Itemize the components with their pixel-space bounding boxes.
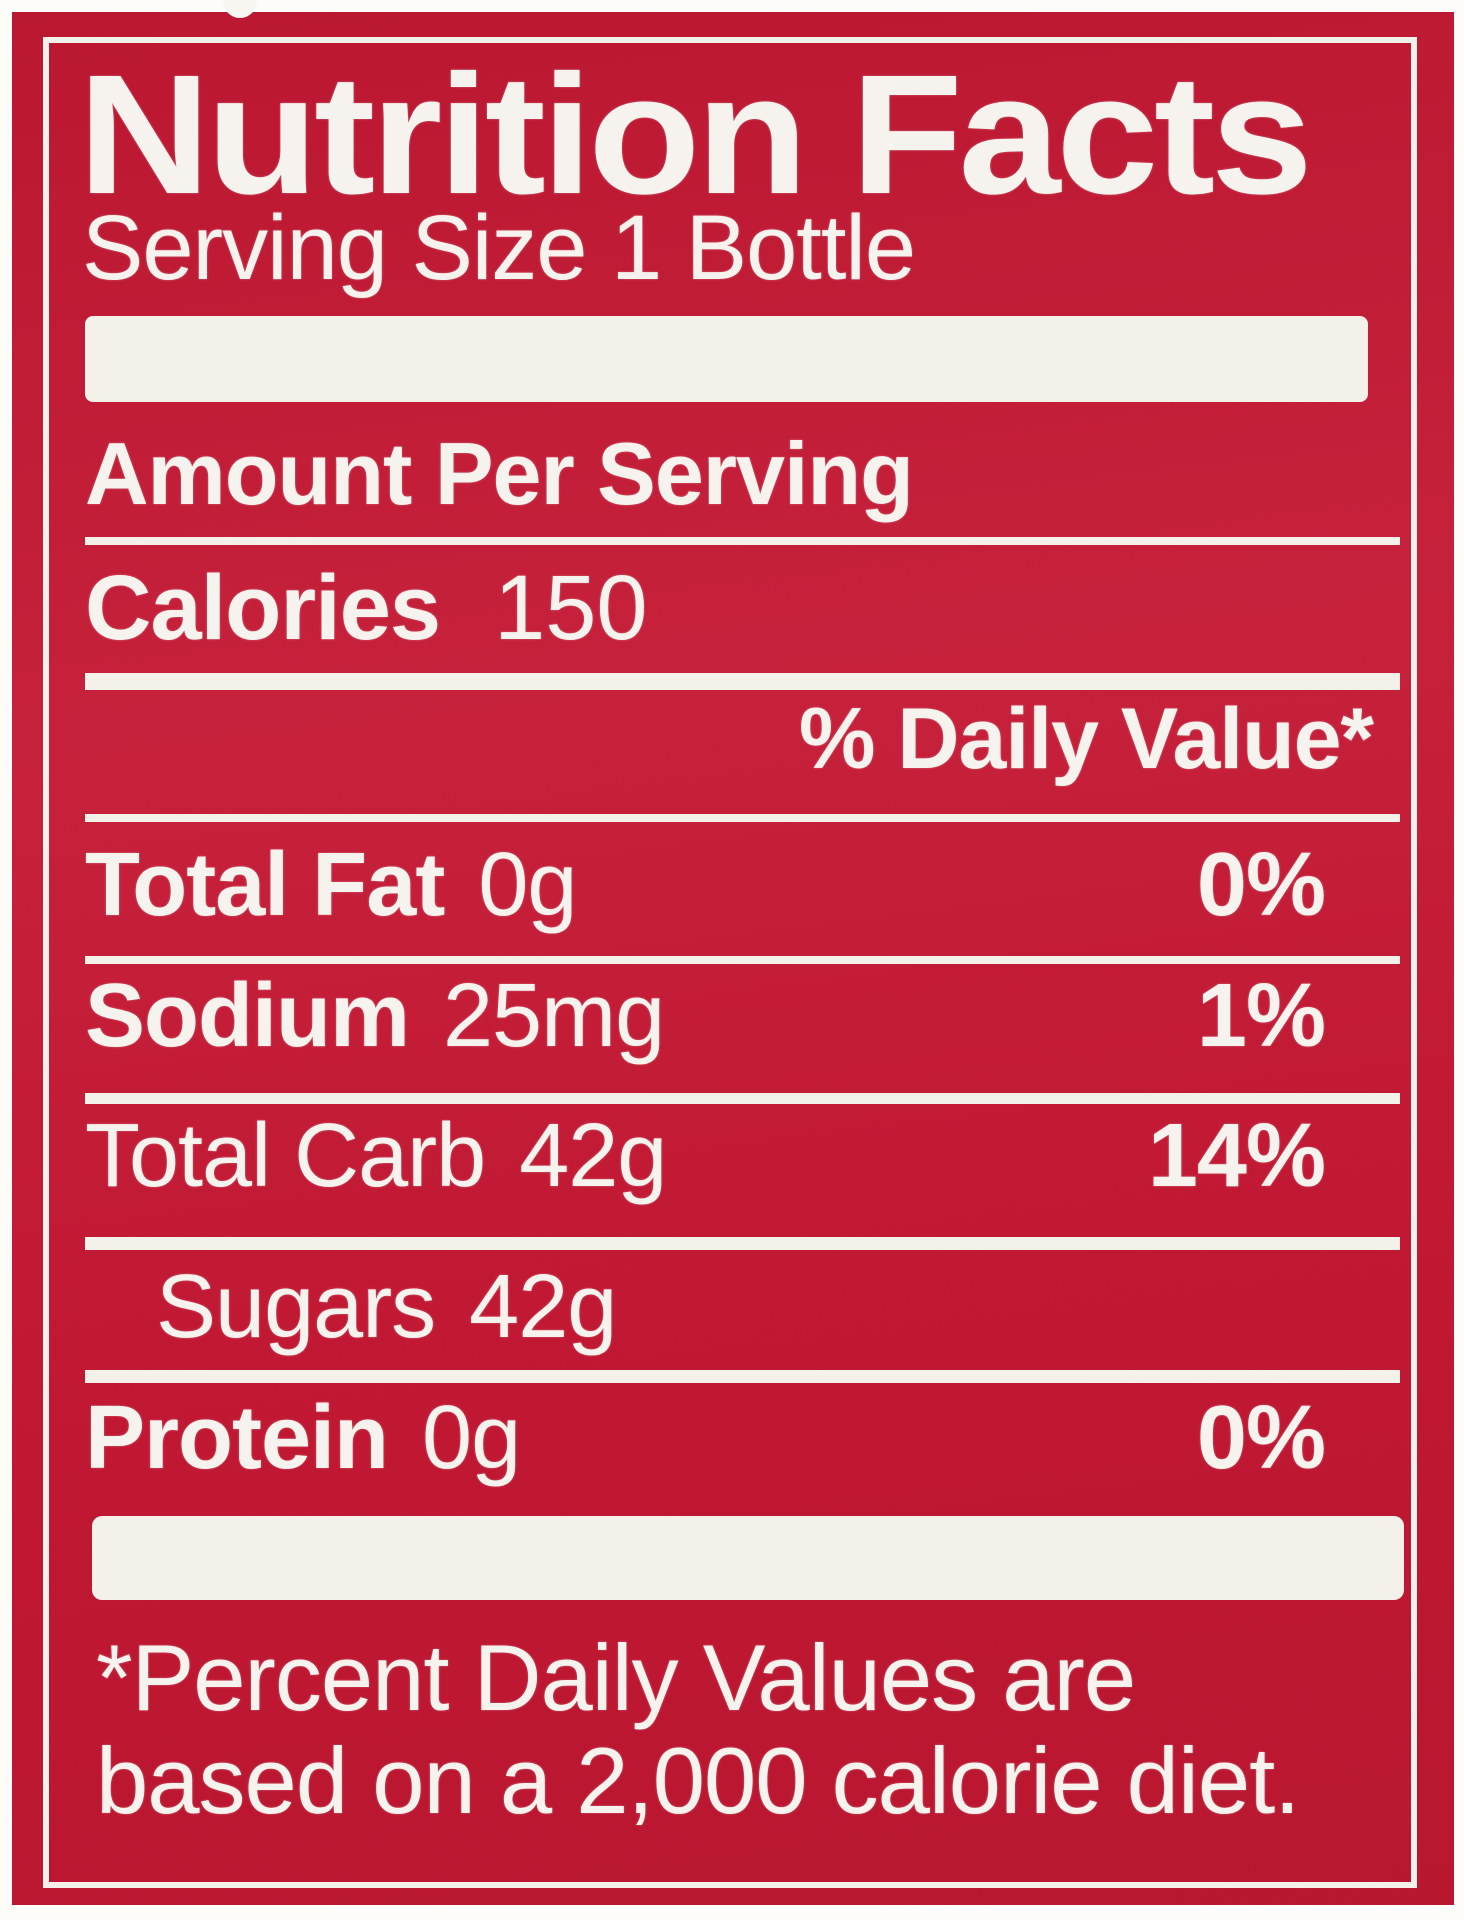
calories-label: Calories	[85, 557, 441, 659]
calories-value: 150	[494, 557, 648, 659]
daily-value-header: % Daily Value*	[799, 691, 1374, 787]
nutrient-amount: 0g	[422, 1388, 521, 1488]
nutrition-label: Nutrition Facts Serving Size 1 Bottle Am…	[12, 12, 1454, 1905]
nutrient-row-total-carb: Total Carb 42g 14%	[85, 1111, 1400, 1201]
nutrient-name: Sugars	[156, 1257, 436, 1357]
nutrient-name: Protein	[85, 1388, 389, 1488]
thick-rule	[85, 673, 1400, 690]
hairline-rule	[85, 537, 1400, 545]
nutrient-name: Sodium	[85, 966, 410, 1066]
nutrient-name: Total Fat	[85, 835, 445, 935]
nutrient-daily-value: 14%	[1147, 1106, 1326, 1206]
hairline-rule	[85, 814, 1400, 822]
calories-row: Calories 150	[85, 562, 648, 654]
nutrient-row-total-fat: Total Fat 0g 0%	[85, 840, 1400, 930]
footnote-line-2: based on a 2,000 calorie diet.	[96, 1728, 1300, 1834]
nutrient-daily-value: 0%	[1196, 1388, 1326, 1488]
nutrient-row-sodium: Sodium 25mg 1%	[85, 971, 1400, 1061]
hairline-rule	[85, 1237, 1400, 1250]
hairline-rule	[85, 1370, 1400, 1383]
divider-bar-top	[85, 316, 1368, 402]
nutrient-daily-value: 0%	[1196, 835, 1326, 935]
nutrient-daily-value: 1%	[1196, 966, 1326, 1066]
hairline-rule	[85, 956, 1400, 964]
nutrient-amount: 42g	[469, 1257, 617, 1357]
nutrient-amount: 0g	[478, 835, 577, 935]
serving-size-text: Serving Size 1 Bottle	[82, 197, 916, 299]
divider-bar-bottom	[92, 1516, 1404, 1600]
nutrient-row-sugars: Sugars 42g	[85, 1262, 1400, 1352]
label-title: Nutrition Facts	[78, 40, 1313, 230]
nutrient-name: Total Carb	[85, 1106, 486, 1206]
footnote-line-1: *Percent Daily Values are	[96, 1625, 1136, 1730]
nutrient-row-protein: Protein 0g 0%	[85, 1393, 1400, 1483]
footnote: *Percent Daily Values are based on a 2,0…	[96, 1626, 1396, 1833]
hairline-rule	[85, 1093, 1400, 1104]
amount-per-serving-text: Amount Per Serving	[85, 424, 914, 523]
nutrient-amount: 25mg	[443, 966, 665, 1066]
nutrient-amount: 42g	[519, 1106, 667, 1206]
